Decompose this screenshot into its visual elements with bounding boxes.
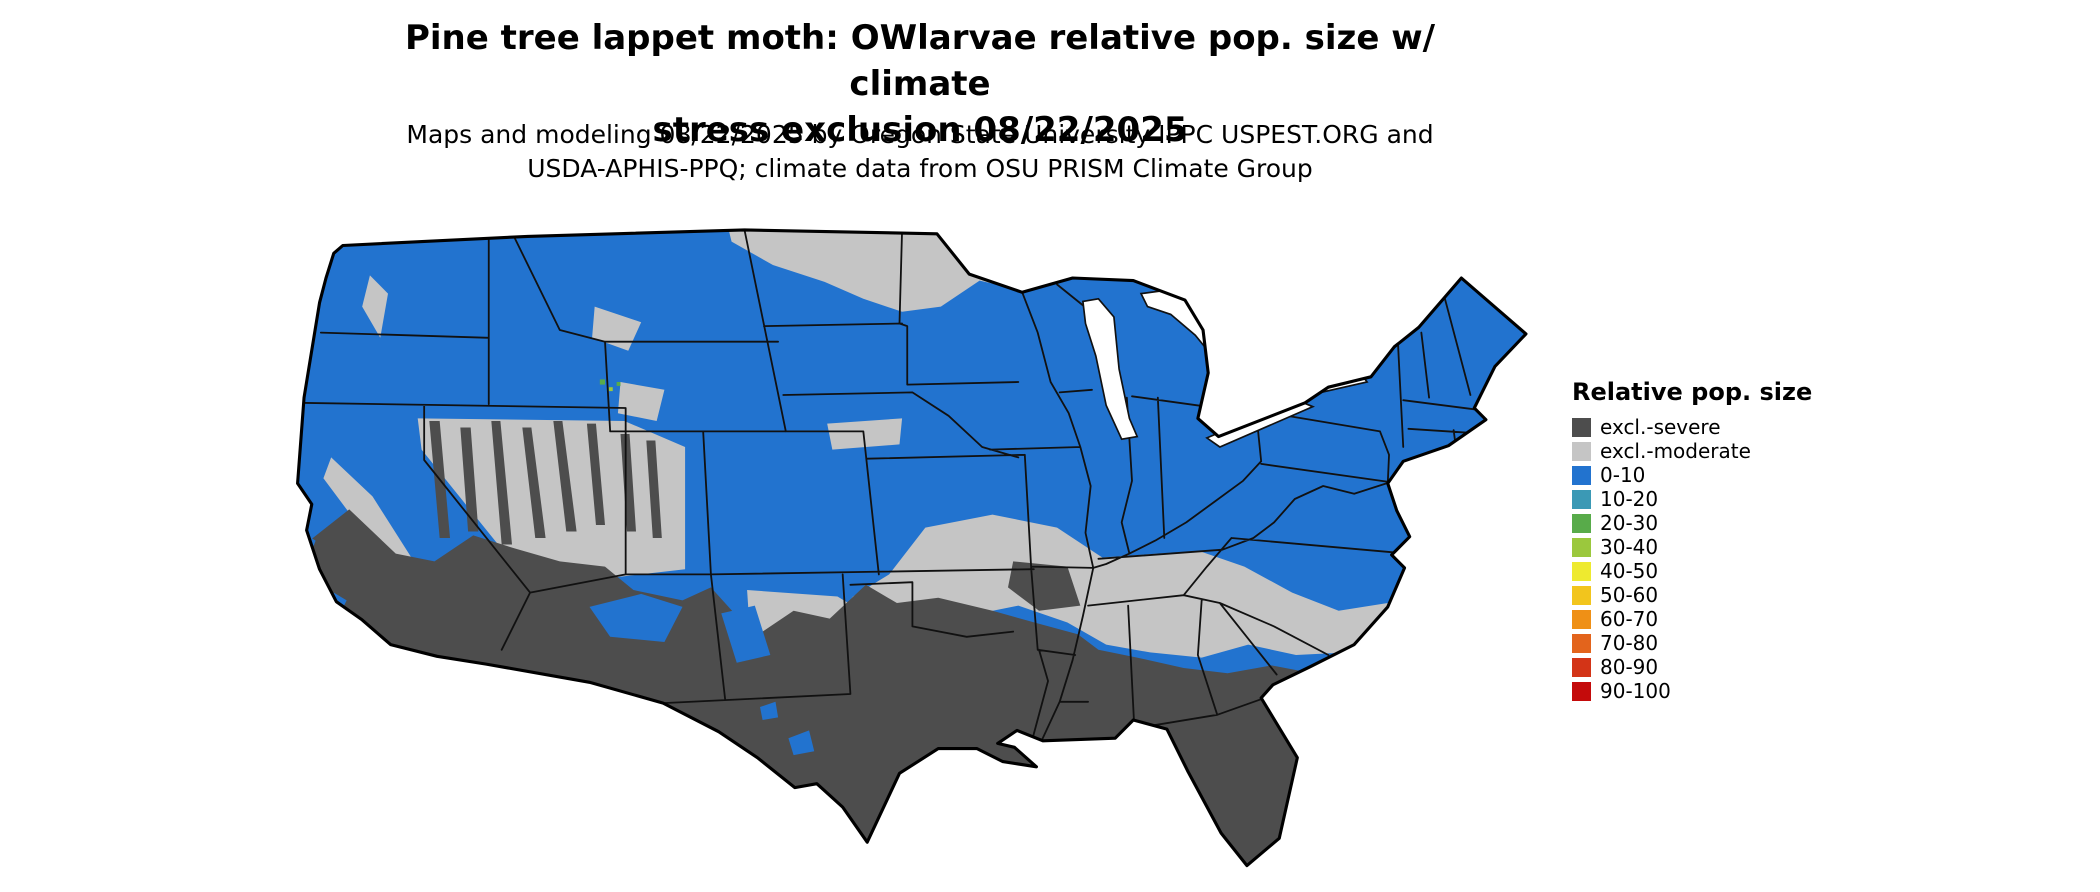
legend-label: 70-80 — [1600, 631, 1659, 655]
population-20-30-speck — [599, 379, 605, 385]
legend-swatch — [1572, 538, 1591, 557]
population-30-40-speck — [608, 387, 613, 392]
legend-label: 60-70 — [1600, 607, 1659, 631]
state-borders — [297, 229, 1476, 745]
legend-item: excl.-moderate — [1572, 439, 1872, 463]
legend-swatch — [1572, 418, 1591, 437]
legend-item: 90-100 — [1572, 679, 1872, 703]
us-choropleth-map — [295, 226, 1535, 876]
population-20-30-speck — [616, 382, 621, 386]
legend-swatch — [1572, 682, 1591, 701]
legend-label: excl.-moderate — [1600, 439, 1751, 463]
legend-item: 40-50 — [1572, 559, 1872, 583]
legend-label: 10-20 — [1600, 487, 1659, 511]
legend-swatch — [1572, 466, 1591, 485]
legend-swatch — [1572, 634, 1591, 653]
map-title-line2: stress exclusion 08/22/2025 — [652, 109, 1188, 150]
legend-label: 30-40 — [1600, 535, 1659, 559]
legend-swatch — [1572, 514, 1591, 533]
legend-swatch — [1572, 490, 1591, 509]
us-outline — [296, 228, 1528, 868]
legend-label: 40-50 — [1600, 559, 1659, 583]
excluded-moderate-region — [323, 229, 1396, 658]
map-subtitle-line2: USDA-APHIS-PPQ; climate data from OSU PR… — [527, 153, 1313, 183]
legend-item: 80-90 — [1572, 655, 1872, 679]
legend-swatch — [1572, 586, 1591, 605]
legend-title: Relative pop. size — [1572, 378, 1813, 406]
map-subtitle-line1: Maps and modeling 08/22/2025 by Oregon S… — [406, 120, 1434, 149]
legend-item: 60-70 — [1572, 607, 1872, 631]
map-title: Pine tree lappet moth: OWlarvae relative… — [340, 16, 1500, 154]
excluded-severe-patches — [429, 421, 1081, 611]
legend-swatch — [1572, 610, 1591, 629]
legend-item: 0-10 — [1572, 463, 1872, 487]
legend-item: 20-30 — [1572, 511, 1872, 535]
legend-swatch — [1572, 562, 1591, 581]
legend-label: 50-60 — [1600, 583, 1659, 607]
legend-label: 0-10 — [1600, 463, 1646, 487]
legend-label: excl.-severe — [1600, 415, 1721, 439]
legend: Relative pop. size excl.-severe excl.-mod… — [1572, 378, 1872, 706]
legend-item: 70-80 — [1572, 631, 1872, 655]
legend-items: excl.-severe excl.-moderate 0-10 10-20 20-30… — [1572, 415, 1872, 703]
map-title-line1: Pine tree lappet moth: OWlarvae relative… — [404, 18, 1436, 104]
legend-item: 10-20 — [1572, 487, 1872, 511]
legend-item: 30-40 — [1572, 535, 1872, 559]
legend-label: 80-90 — [1600, 655, 1659, 679]
legend-label: 90-100 — [1600, 679, 1671, 703]
legend-label: 20-30 — [1600, 511, 1659, 535]
us-map-svg — [296, 228, 1528, 868]
map-subtitle: Maps and modeling 08/22/2025 by Oregon S… — [340, 118, 1500, 186]
legend-item: 50-60 — [1572, 583, 1872, 607]
legend-item: excl.-severe — [1572, 415, 1872, 439]
legend-swatch — [1572, 442, 1591, 461]
legend-swatch — [1572, 658, 1591, 677]
